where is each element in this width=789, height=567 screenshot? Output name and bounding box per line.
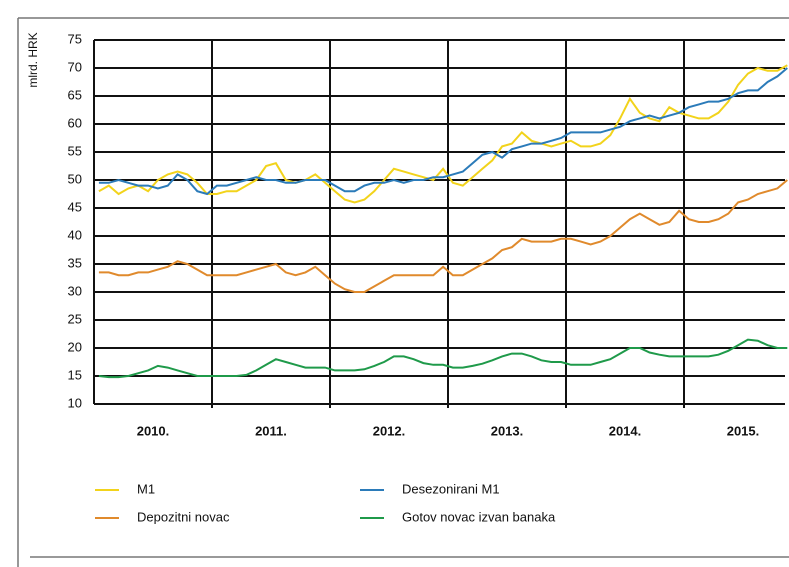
y-tick-label: 40 xyxy=(68,227,82,242)
x-tick-label: 2013. xyxy=(491,423,524,438)
y-tick-label: 15 xyxy=(68,367,82,382)
x-tick-label: 2011. xyxy=(255,423,287,438)
y-tick-label: 75 xyxy=(68,31,82,46)
x-tick-label: 2010. xyxy=(137,423,170,438)
series-line xyxy=(98,179,788,293)
series-line xyxy=(98,64,788,204)
x-tick-label: 2014. xyxy=(609,423,642,438)
series-line xyxy=(98,67,788,196)
legend-label: Depozitni novac xyxy=(137,509,230,524)
y-tick-label: 10 xyxy=(68,395,82,410)
y-tick-label: 45 xyxy=(68,199,82,214)
y-tick-label: 35 xyxy=(68,255,82,270)
y-tick-label: 30 xyxy=(68,283,82,298)
y-tick-label: 25 xyxy=(68,311,82,326)
y-tick-label: 55 xyxy=(68,143,82,158)
x-tick-label: 2012. xyxy=(373,423,406,438)
y-tick-label: 60 xyxy=(68,115,82,130)
legend-label: M1 xyxy=(137,481,155,496)
y-axis-label: mlrd. HRK xyxy=(26,32,40,87)
y-tick-label: 65 xyxy=(68,87,82,102)
x-tick-label: 2015. xyxy=(727,423,760,438)
legend-label: Desezonirani M1 xyxy=(402,481,500,496)
series-line xyxy=(98,338,788,379)
legend-label: Gotov novac izvan banaka xyxy=(402,509,556,524)
y-tick-label: 20 xyxy=(68,339,82,354)
y-tick-label: 50 xyxy=(68,171,82,186)
y-tick-label: 70 xyxy=(68,59,82,74)
